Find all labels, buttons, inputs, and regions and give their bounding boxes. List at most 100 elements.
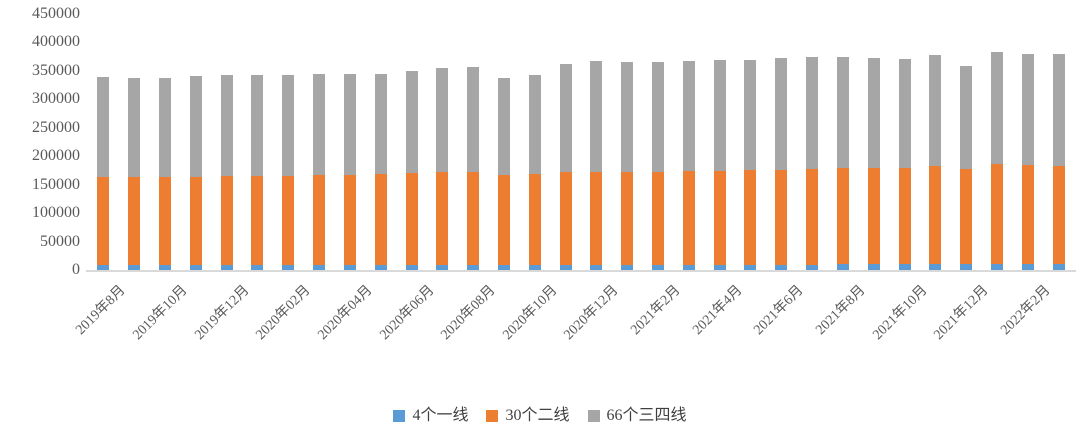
bar-segment-66个三四线 xyxy=(313,74,326,176)
bar-segment-4个一线 xyxy=(590,264,603,270)
bar-segment-66个三四线 xyxy=(590,61,603,172)
bar-segment-4个一线 xyxy=(374,265,387,270)
bar-segment-4个一线 xyxy=(652,264,665,270)
stacked-bar xyxy=(189,76,202,270)
bar-segment-4个一线 xyxy=(528,264,541,270)
stacked-bar xyxy=(1021,54,1034,270)
chart-legend: 4个一线 30个二线 66个三四线 xyxy=(0,407,1080,425)
bar-segment-4个一线 xyxy=(836,264,849,270)
bar-segment-66个三四线 xyxy=(775,58,788,170)
bar-segment-66个三四线 xyxy=(652,61,665,172)
bar-segment-66个三四线 xyxy=(1021,54,1034,166)
bar-segment-4个一线 xyxy=(343,265,356,270)
stacked-bar xyxy=(159,77,172,270)
bar-segment-66个三四线 xyxy=(467,66,480,173)
bar-segment-30个二线 xyxy=(128,177,141,266)
stacked-bar xyxy=(652,61,665,270)
stacked-bar xyxy=(528,74,541,270)
bar-segment-30个二线 xyxy=(836,168,849,265)
stacked-bar xyxy=(128,77,141,270)
bar-segment-66个三四线 xyxy=(806,57,819,170)
y-axis-tick-label: 450000 xyxy=(32,5,80,22)
bar-segment-4个一线 xyxy=(621,264,634,270)
bar-segment-66个三四线 xyxy=(929,54,942,166)
stacked-bar xyxy=(898,59,911,270)
bar-segment-66个三四线 xyxy=(836,57,849,169)
bar-segment-4个一线 xyxy=(1021,263,1034,270)
bar-segment-30个二线 xyxy=(313,175,326,266)
bar-segment-66个三四线 xyxy=(559,64,572,173)
bar-segment-4个一线 xyxy=(1052,263,1065,270)
stacked-bar xyxy=(1052,53,1065,270)
bar-segment-66个三四线 xyxy=(251,75,264,177)
bar-segment-4个一线 xyxy=(405,264,418,270)
stacked-bar xyxy=(343,73,356,270)
bar-segment-30个二线 xyxy=(713,170,726,265)
x-axis-tick-label: 2020年06月 xyxy=(376,282,437,343)
legend-item: 4个一线 xyxy=(393,407,468,425)
bar-segment-4个一线 xyxy=(713,264,726,270)
bar-segment-4个一线 xyxy=(97,265,110,270)
x-axis-tick-label: 2021年10月 xyxy=(869,282,930,343)
stacked-bar xyxy=(97,77,110,270)
bar-segment-4个一线 xyxy=(559,264,572,270)
stacked-bar xyxy=(590,61,603,270)
bar-segment-66个三四线 xyxy=(220,75,233,177)
bar-segment-4个一线 xyxy=(898,264,911,270)
stacked-bar xyxy=(744,59,757,270)
x-axis-tick-label: 2021年12月 xyxy=(931,282,992,343)
legend-item: 66个三四线 xyxy=(587,407,687,425)
bar-segment-30个二线 xyxy=(220,176,233,266)
stacked-bar xyxy=(559,64,572,270)
bar-segment-66个三四线 xyxy=(97,77,110,177)
bar-segment-4个一线 xyxy=(929,264,942,270)
stacked-bar xyxy=(867,58,880,270)
stacked-bar xyxy=(929,54,942,270)
legend-swatch-icon xyxy=(486,410,499,422)
bar-segment-30个二线 xyxy=(282,175,295,266)
legend-swatch-icon xyxy=(587,410,600,422)
stacked-bar xyxy=(467,66,480,270)
bar-segment-66个三四线 xyxy=(1052,53,1065,166)
bar-segment-30个二线 xyxy=(189,176,202,266)
bar-segment-66个三四线 xyxy=(990,51,1003,165)
bar-segment-30个二线 xyxy=(343,174,356,266)
legend-swatch-icon xyxy=(393,410,406,422)
bar-segment-66个三四线 xyxy=(405,70,418,174)
bar-segment-66个三四线 xyxy=(343,73,356,175)
y-axis-tick-label: 150000 xyxy=(32,175,80,193)
bar-segment-4个一线 xyxy=(497,264,510,270)
x-axis-tick-label: 2021年4月 xyxy=(689,282,746,338)
y-axis-tick-label: 100000 xyxy=(32,204,80,222)
bar-segment-4个一线 xyxy=(744,264,757,270)
bar-segment-4个一线 xyxy=(960,264,973,270)
stacked-bar xyxy=(436,67,449,270)
x-axis-tick-label: 2019年10月 xyxy=(130,282,191,343)
bar-segment-30个二线 xyxy=(497,175,510,265)
stacked-bar xyxy=(960,65,973,270)
y-axis-tick-label: 50000 xyxy=(40,232,80,250)
legend-label: 30个二线 xyxy=(505,407,570,424)
bar-segment-30个二线 xyxy=(990,164,1003,264)
y-axis-tick-label: 0 xyxy=(72,261,80,278)
x-axis-tick-label: 2020年02月 xyxy=(253,282,314,343)
stacked-bar xyxy=(990,51,1003,270)
bar-segment-66个三四线 xyxy=(528,74,541,174)
bar-segment-30个二线 xyxy=(775,169,788,265)
bar-segment-4个一线 xyxy=(159,265,172,270)
x-axis-tick-label: 2020年08月 xyxy=(438,282,499,343)
bar-segment-66个三四线 xyxy=(282,75,295,176)
bar-segment-4个一线 xyxy=(128,265,141,270)
bar-segment-66个三四线 xyxy=(898,59,911,168)
bar-segment-66个三四线 xyxy=(867,58,880,169)
bar-segment-4个一线 xyxy=(251,265,264,270)
bar-segment-30个二线 xyxy=(97,176,110,266)
bar-segment-30个二线 xyxy=(251,176,264,266)
x-axis-tick-label: 2021年2月 xyxy=(628,282,684,338)
x-axis-tick-label: 2019年8月 xyxy=(73,282,129,338)
bar-segment-4个一线 xyxy=(806,264,819,270)
bar-segment-30个二线 xyxy=(1021,165,1034,264)
bar-segment-30个二线 xyxy=(159,177,172,266)
bar-segment-66个三四线 xyxy=(713,60,726,171)
